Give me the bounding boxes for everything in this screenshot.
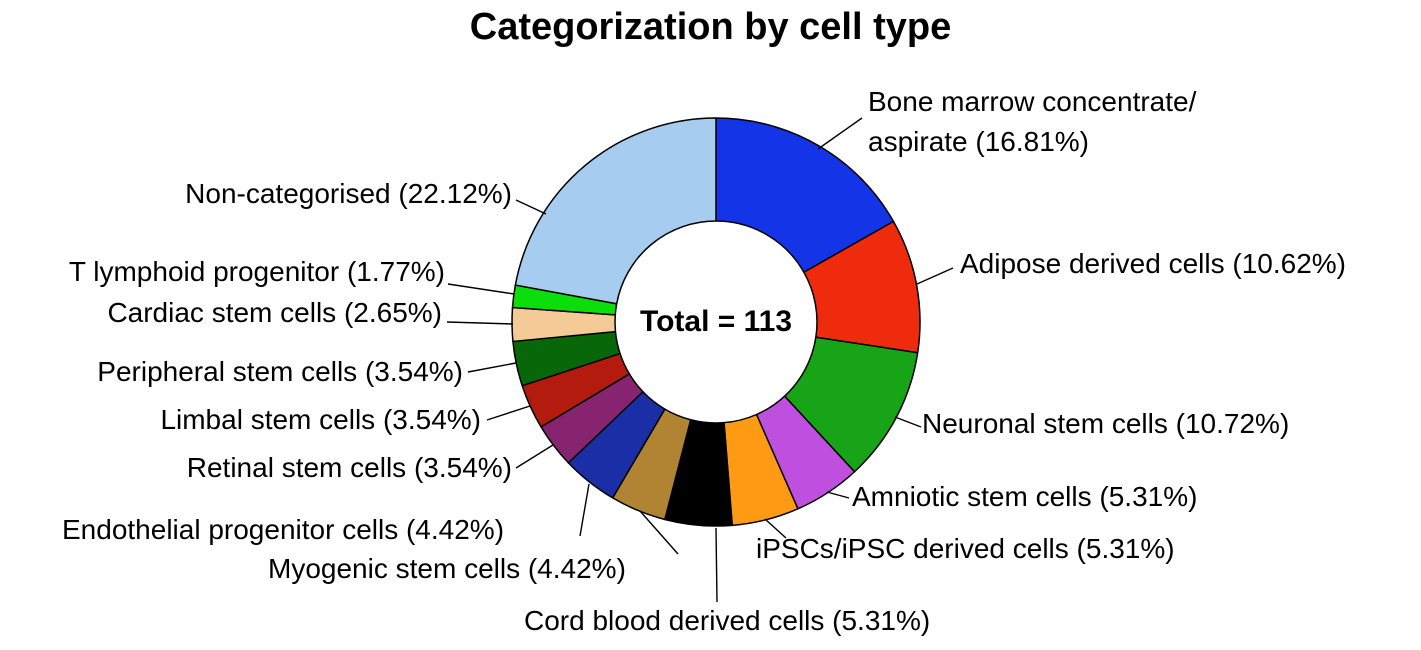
pie-slice-bone-marrow-concentrate-aspirate bbox=[715, 117, 895, 273]
pie-slice-non-categorised bbox=[514, 117, 717, 305]
leader-line-ipscs-ipsc-derived-cells bbox=[764, 518, 787, 539]
leader-line-non-categorised bbox=[515, 199, 547, 215]
slice-label-cord-blood-derived-cells: Cord blood derived cells (5.31%) bbox=[524, 605, 931, 636]
leader-line-retinal-stem-cells bbox=[515, 444, 554, 469]
leader-line-amniotic-stem-cells bbox=[826, 491, 850, 499]
slice-label-cardiac-stem-cells: Cardiac stem cells (2.65%) bbox=[107, 297, 442, 328]
slice-label-amniotic-stem-cells: Amniotic stem cells (5.31%) bbox=[852, 481, 1198, 512]
leader-line-limbal-stem-cells bbox=[486, 405, 531, 421]
leader-line-cord-blood-derived-cells bbox=[715, 527, 718, 603]
leader-line-myogenic-stem-cells bbox=[639, 510, 679, 555]
chart-title: Categorization by cell type bbox=[469, 6, 952, 48]
leader-line-t-lymphoid-progenitor bbox=[447, 283, 515, 295]
leader-line-cardiac-stem-cells bbox=[446, 321, 514, 325]
leader-line-neuronal-stem-cells bbox=[894, 416, 922, 428]
leader-line-peripheral-stem-cells bbox=[467, 362, 517, 373]
donut-center-total: Total = 113 bbox=[639, 305, 793, 338]
slice-label-endothelial-progenitor-cells: Endothelial progenitor cells (4.42%) bbox=[62, 514, 505, 545]
slice-label-bone-marrow-concentrate-aspirate: Bone marrow concentrate/ aspirate (16.81… bbox=[868, 86, 1197, 157]
slice-label-t-lymphoid-progenitor: T lymphoid progenitor (1.77%) bbox=[68, 256, 445, 287]
leader-line-endothelial-progenitor-cells bbox=[579, 483, 590, 537]
slice-label-ipscs-ipsc-derived-cells: iPSCs/iPSC derived cells (5.31%) bbox=[756, 533, 1175, 564]
slice-label-retinal-stem-cells: Retinal stem cells (3.54%) bbox=[186, 452, 512, 483]
leader-line-bone-marrow-concentrate-aspirate bbox=[817, 117, 863, 150]
slice-label-non-categorised: Non-categorised (22.12%) bbox=[185, 178, 512, 209]
slice-label-limbal-stem-cells: Limbal stem cells (3.54%) bbox=[160, 404, 481, 435]
slice-label-neuronal-stem-cells: Neuronal stem cells (10.72%) bbox=[922, 408, 1290, 439]
slice-label-myogenic-stem-cells: Myogenic stem cells (4.42%) bbox=[268, 553, 626, 584]
slice-label-adipose-derived-cells: Adipose derived cells (10.62%) bbox=[960, 248, 1346, 279]
slice-label-peripheral-stem-cells: Peripheral stem cells (3.54%) bbox=[97, 356, 463, 387]
leader-line-adipose-derived-cells bbox=[916, 267, 954, 285]
